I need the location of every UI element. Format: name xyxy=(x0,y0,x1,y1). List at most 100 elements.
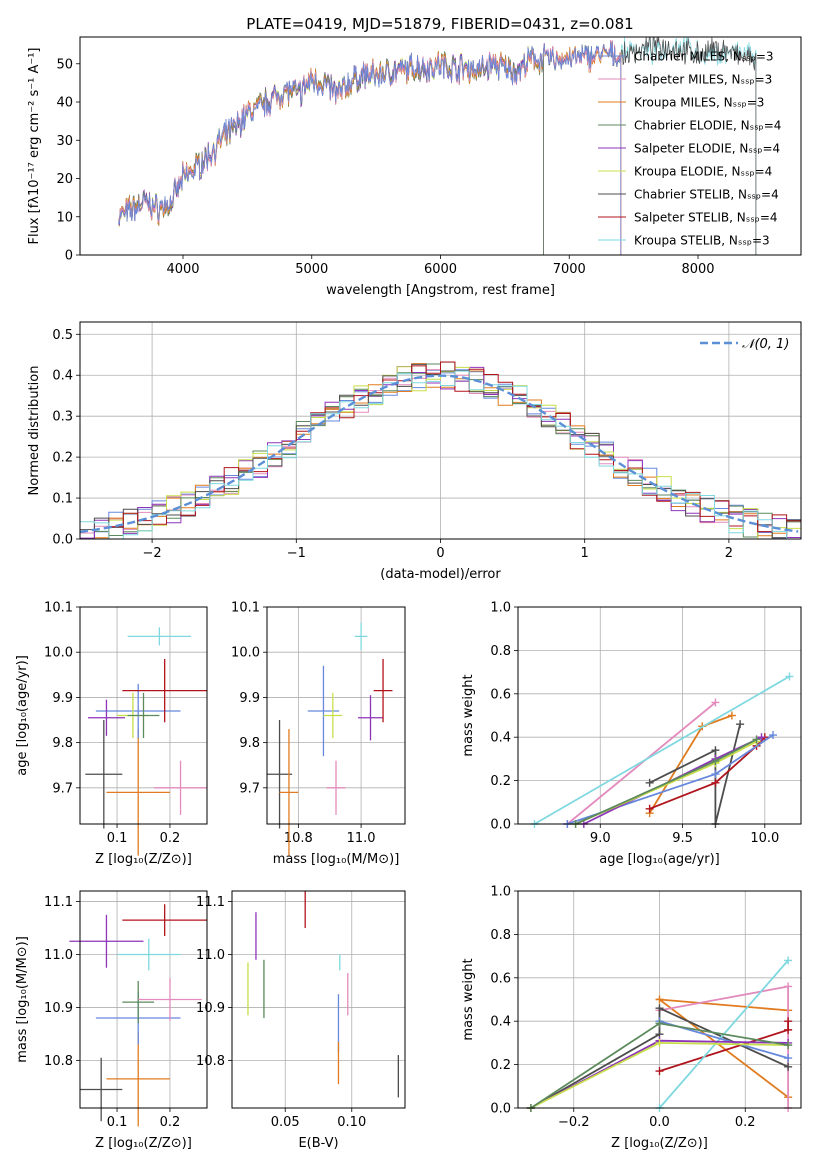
legend-entry: Kroupa STELIB, Nₛₛₚ=3 xyxy=(634,234,770,248)
axes-frame xyxy=(79,36,802,256)
weight-line xyxy=(534,675,790,825)
y-tick-label: 0.0 xyxy=(490,1102,511,1117)
weight-marker xyxy=(785,672,794,681)
legend-entry: Kroupa MILES, Nₛₛₚ=3 xyxy=(634,96,764,110)
weight-line xyxy=(649,736,766,810)
y-tick-label: 10 xyxy=(56,210,73,225)
y-axis-label: Flux [fλ10⁻¹⁷ erg cm⁻² s⁻¹ A⁻¹] xyxy=(27,48,42,245)
x-tick-label: 9.0 xyxy=(590,831,611,846)
y-tick-label: 10.0 xyxy=(44,646,73,661)
axes-frame xyxy=(517,606,802,825)
axes-frame xyxy=(79,890,208,1109)
y-tick-label: 10.8 xyxy=(196,1054,225,1069)
x-tick-label: −0.2 xyxy=(558,1115,590,1130)
weight-marker xyxy=(711,746,720,755)
legend-entry: Salpeter MILES, Nₛₛₚ=3 xyxy=(634,73,772,87)
x-tick-label: 0.2 xyxy=(735,1115,756,1130)
axes-frame xyxy=(79,321,802,540)
weight-marker xyxy=(655,1067,664,1076)
axes-frame xyxy=(231,890,406,1109)
y-tick-label: 0.8 xyxy=(490,644,511,659)
y-tick-label: 0.8 xyxy=(490,928,511,943)
weight-marker xyxy=(784,982,793,991)
x-tick-label: 0.1 xyxy=(107,831,128,846)
panel-spectrum: 4000 5000 6000 7000 8000 0 10 20 30 40 50 wavelengt… xyxy=(27,36,802,298)
y-tick-label: 0.0 xyxy=(490,818,511,833)
y-axis-label: mass weight xyxy=(461,674,476,756)
y-tick-label: 11.0 xyxy=(44,948,73,963)
x-axis-label: wavelength [Angstrom, rest frame] xyxy=(326,283,555,298)
x-tick-label: 11.0 xyxy=(347,831,376,846)
y-tick-label: 0.1 xyxy=(52,492,73,507)
legend-entry: Salpeter STELIB, Nₛₛₚ=4 xyxy=(634,211,778,225)
legend-entry: Kroupa ELODIE, Nₛₛₚ=4 xyxy=(634,165,772,179)
y-tick-label: 9.9 xyxy=(52,691,73,706)
y-tick-label: 50 xyxy=(56,57,73,72)
legend-entry: Chabrier STELIB, Nₛₛₚ=4 xyxy=(634,188,779,202)
x-axis-label: (data-model)/error xyxy=(380,567,501,582)
legend-entry: Chabrier MILES, Nₛₛₚ=3 xyxy=(634,50,774,64)
x-tick-label: 9.5 xyxy=(672,831,693,846)
weight-marker xyxy=(711,757,720,766)
weight-line xyxy=(566,701,716,825)
weight-line xyxy=(649,723,741,825)
y-tick-label: 0.2 xyxy=(490,774,511,789)
x-tick-label: 0 xyxy=(436,546,444,561)
x-tick-label: 1 xyxy=(581,546,589,561)
weight-marker xyxy=(752,735,761,744)
y-tick-label: 0.5 xyxy=(52,328,73,343)
y-tick-label: 9.8 xyxy=(239,736,260,751)
x-axis-label: Z [log₁₀(Z/Z⊙)] xyxy=(95,852,192,867)
y-tick-label: 11.0 xyxy=(196,948,225,963)
panel-massweight_vs_Z: −0.2 0.0 0.2 0.0 0.2 0.4 0.6 0.8 1.0 Z [log₁₀(Z/Z… xyxy=(461,885,802,1151)
y-axis-label: Normed distribution xyxy=(27,366,42,496)
x-axis-label: Z [log₁₀(Z/Z⊙)] xyxy=(95,1136,192,1151)
y-tick-label: 11.1 xyxy=(196,895,225,910)
weight-marker xyxy=(711,770,720,779)
panel-massweight_vs_age: 9.0 9.5 10.0 0.0 0.2 0.4 0.6 0.8 1.0 age [log₁₀(a… xyxy=(461,601,802,867)
y-tick-label: 0.4 xyxy=(490,731,511,746)
weight-marker xyxy=(784,1062,793,1071)
x-tick-label: 0.10 xyxy=(337,1115,366,1130)
y-axis-label: mass weight xyxy=(461,958,476,1040)
legend-entry: Salpeter ELODIE, Nₛₛₚ=4 xyxy=(634,142,780,156)
x-tick-label: 0.2 xyxy=(160,1115,181,1130)
weight-marker xyxy=(711,698,720,707)
y-tick-label: 10.8 xyxy=(44,1054,73,1069)
weight-marker xyxy=(784,956,793,965)
weight-marker xyxy=(655,995,664,1004)
x-tick-label: 6000 xyxy=(424,262,457,277)
y-tick-label: 0.4 xyxy=(490,1015,511,1030)
panel-mass_vs_EBV: 0.05 0.10 10.8 10.9 11.0 11.1 E(B-V) xyxy=(196,890,406,1151)
axes-frame xyxy=(517,890,802,1109)
y-axis-label: age [log₁₀(age/yr)] xyxy=(15,655,30,776)
weight-marker xyxy=(655,1019,664,1028)
y-tick-label: 9.7 xyxy=(239,781,260,796)
weight-line xyxy=(659,1021,789,1072)
y-tick-label: 0.2 xyxy=(52,451,73,466)
x-axis-label: E(B-V) xyxy=(298,1136,338,1151)
panel-age_vs_Z: 0.1 0.2 9.7 9.8 9.9 10.0 10.1 Z [log₁₀(Z/Z⊙)] ag… xyxy=(15,601,208,867)
y-tick-label: 0.3 xyxy=(52,410,73,425)
y-tick-label: 20 xyxy=(56,172,73,187)
x-tick-label: 2 xyxy=(725,546,733,561)
weight-marker xyxy=(736,720,745,729)
y-tick-label: 0.2 xyxy=(490,1058,511,1073)
y-tick-label: 0.4 xyxy=(52,369,73,384)
weight-marker xyxy=(769,731,778,740)
y-tick-label: 10.9 xyxy=(196,1001,225,1016)
panel-age_vs_mass: 10.8 11.0 9.7 9.8 9.9 10.0 10.1 mass [log₁₀(M/M… xyxy=(231,601,406,867)
legend-entry: Chabrier ELODIE, Nₛₛₚ=4 xyxy=(634,119,781,133)
y-tick-label: 11.1 xyxy=(44,895,73,910)
x-axis-label: Z [log₁₀(Z/Z⊙)] xyxy=(611,1136,708,1151)
panel-residuals: −2 −1 0 1 2 0.0 0.1 0.2 0.3 0.4 0.5 (data-model)/er… xyxy=(27,321,802,582)
figure-title: PLATE=0419, MJD=51879, FIBERID=0431, z=0… xyxy=(246,15,633,33)
y-tick-label: 1.0 xyxy=(490,885,511,900)
x-tick-label: 4000 xyxy=(166,262,199,277)
y-tick-label: 9.7 xyxy=(52,781,73,796)
y-tick-label: 0.0 xyxy=(52,533,73,548)
legend-entry: 𝒩(0, 1) xyxy=(742,337,789,352)
y-tick-label: 0 xyxy=(65,249,73,264)
weight-marker xyxy=(784,1017,793,1026)
